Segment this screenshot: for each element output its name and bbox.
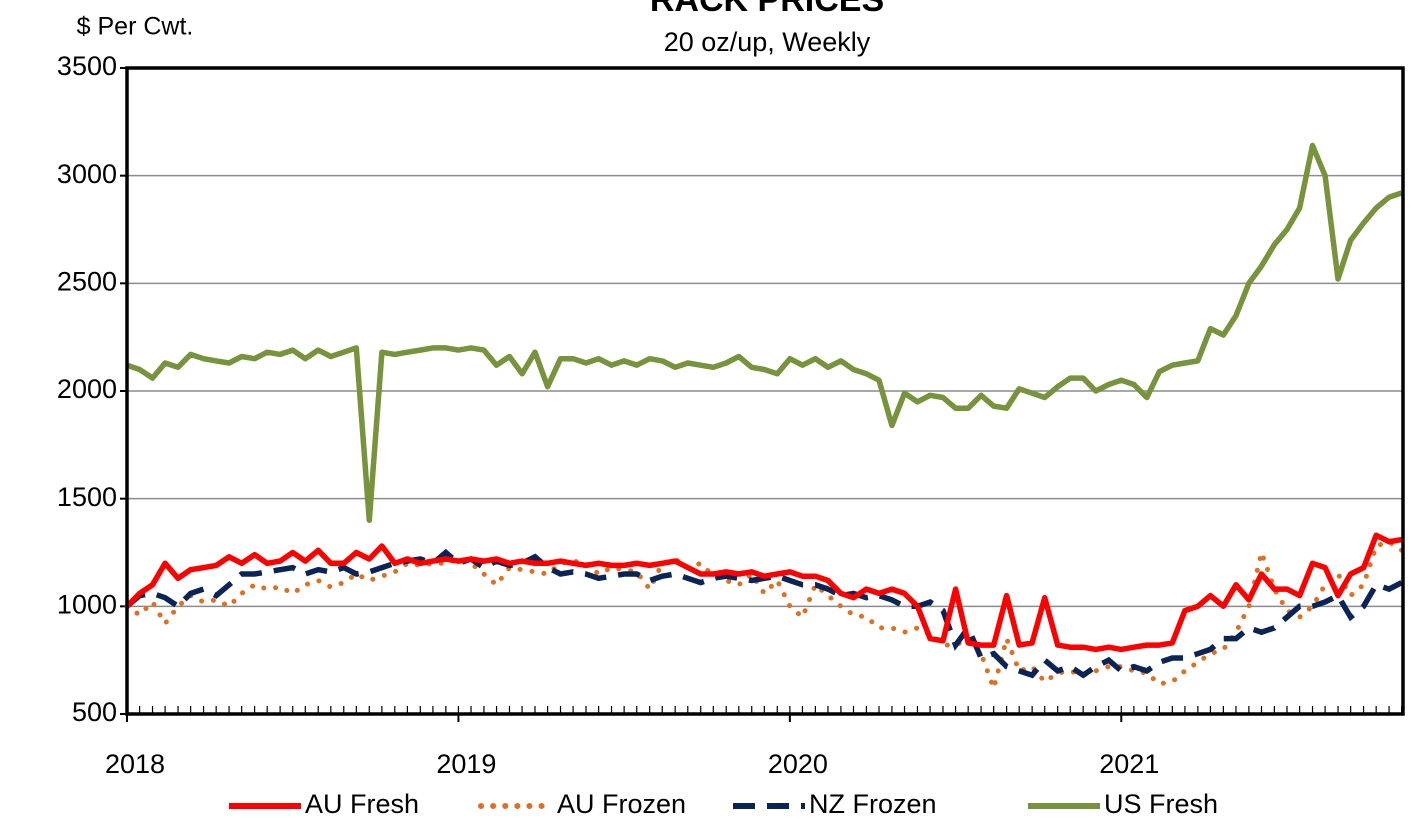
series-line [126, 142, 1403, 523]
x-tick-label: 2019 [436, 749, 496, 779]
y-tick-label: 500 [72, 697, 117, 727]
y-tick-label: 1500 [57, 482, 117, 512]
y-tick-label: 3000 [57, 159, 117, 189]
y-axis-label: $ Per Cwt. [77, 13, 194, 41]
series-line [124, 538, 1405, 697]
chart-title: RACK PRICES [650, 0, 884, 19]
x-tick-label: 2018 [105, 749, 165, 779]
legend-label: US Fresh [1104, 789, 1218, 819]
y-tick-label: 3500 [57, 51, 117, 81]
legend-label: AU Fresh [305, 789, 419, 819]
legend-label: NZ Frozen [809, 789, 937, 819]
chart-subtitle: 20 oz/up, Weekly [664, 27, 871, 57]
y-tick-label: 2000 [57, 374, 117, 404]
series-line [125, 532, 1403, 653]
series-line [125, 548, 1403, 679]
plot-frame [125, 66, 1405, 716]
x-tick-label: 2021 [1099, 749, 1159, 779]
x-tick-label: 2020 [768, 749, 828, 779]
legend-label: AU Frozen [557, 789, 686, 819]
y-tick-label: 2500 [57, 266, 117, 296]
y-tick-label: 1000 [57, 589, 117, 619]
